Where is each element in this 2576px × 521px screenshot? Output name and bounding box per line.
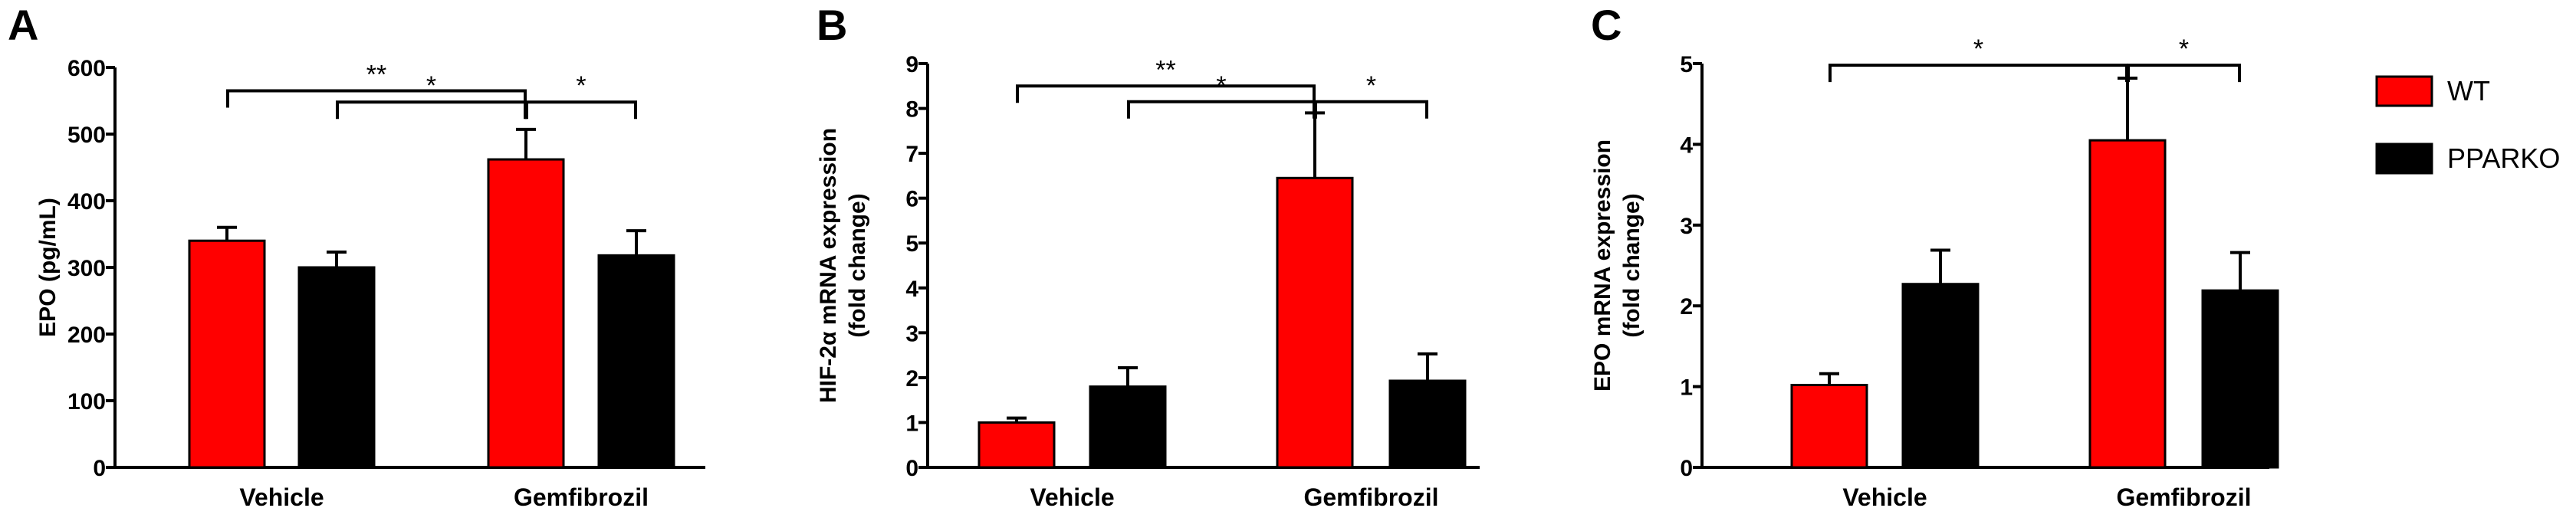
y-tick-label: 8 (905, 97, 918, 123)
bar-gemfibrozil-wt (487, 158, 565, 469)
x-category-label: Gemfibrozil (2116, 483, 2251, 511)
y-tick-label: 0 (905, 456, 918, 481)
y-tick-label: 7 (905, 142, 918, 167)
panel-a: A 0 100 200 300 400 500 600 EPO (pg/mL) Vehicle Ge… (8, 1, 705, 511)
y-tick-label: 2 (905, 366, 918, 392)
bar-gemfibrozil-pparko (2201, 289, 2279, 469)
y-tick-label: 2 (1680, 294, 1693, 319)
significance-bracket (1314, 100, 1428, 119)
significance-label: * (1366, 71, 1376, 100)
significance-bracket (525, 100, 637, 120)
significance-label: ** (1155, 55, 1175, 84)
bar-vehicle-wt (1790, 383, 1868, 469)
significance-bracket (1127, 100, 1316, 119)
bar-vehicle-wt (188, 239, 266, 469)
significance-label: * (426, 71, 436, 100)
y-tick-label: 9 (905, 52, 918, 77)
x-category-label: Gemfibrozil (1303, 483, 1438, 511)
bar-gemfibrozil-wt (1276, 176, 1354, 469)
y-tick-label: 0 (93, 456, 106, 481)
y-axis-title: EPO mRNA expression (1590, 139, 1615, 392)
x-category-label: Vehicle (1030, 483, 1114, 511)
significance-label: ** (366, 60, 386, 89)
y-tick-label: 1 (905, 411, 918, 436)
y-tick-label: 3 (905, 321, 918, 346)
y-tick-label: 200 (67, 323, 106, 348)
panel-letter: B (816, 1, 847, 49)
significance-label: * (1216, 71, 1226, 100)
significance-bracket (1829, 64, 2128, 83)
x-category-label: Vehicle (239, 483, 324, 511)
y-tick-label: 100 (67, 389, 106, 415)
legend-label-pparko: PPARKO (2447, 143, 2560, 174)
y-axis-title: EPO (pg/mL) (35, 198, 61, 337)
y-tick-label: 5 (905, 231, 918, 257)
bar-gemfibrozil-pparko (1388, 379, 1467, 469)
y-tick-label: 1 (1680, 375, 1693, 401)
y-tick-label: 600 (67, 56, 106, 81)
y-tick-label: 4 (1680, 133, 1693, 158)
panel-letter: C (1591, 1, 1622, 49)
significance-bracket (2127, 64, 2241, 83)
panel-b: B 0 1 2 3 4 5 6 7 8 9 HIF-2α mRNA expression (fold c… (816, 1, 1480, 511)
y-tick-label: 3 (1680, 214, 1693, 239)
y-tick-label: 6 (905, 187, 918, 212)
bar-vehicle-wt (978, 421, 1056, 469)
panel-c: C 0 1 2 3 4 5 EPO mRNA expression (fold change) V… (1590, 1, 2279, 511)
legend-swatch-pparko (2375, 143, 2433, 175)
bar-vehicle-pparko (1901, 283, 1980, 469)
significance-label: * (576, 71, 586, 100)
y-axis-title-line2: (fold change) (845, 193, 870, 337)
significance-bracket (336, 100, 527, 120)
y-tick-label: 300 (67, 256, 106, 281)
legend: WT PPARKO (2375, 75, 2560, 175)
panel-letter: A (8, 1, 38, 49)
y-tick-label: 400 (67, 189, 106, 215)
bar-vehicle-pparko (297, 266, 376, 469)
x-category-label: Vehicle (1842, 483, 1927, 511)
significance-bracket (1016, 84, 1316, 103)
y-tick-label: 4 (905, 277, 918, 302)
significance-label: * (2179, 34, 2189, 64)
y-tick-label: 500 (67, 123, 106, 148)
y-tick-label: 0 (1680, 456, 1693, 481)
y-tick-label: 5 (1680, 52, 1693, 77)
legend-swatch-wt (2375, 75, 2433, 107)
bar-gemfibrozil-wt (2088, 139, 2167, 469)
significance-label: * (1973, 34, 1983, 64)
significance-bracket (226, 89, 527, 108)
bar-gemfibrozil-pparko (597, 254, 675, 469)
y-axis-title: HIF-2α mRNA expression (816, 128, 841, 403)
bar-vehicle-pparko (1089, 385, 1167, 469)
legend-label-wt: WT (2447, 75, 2490, 106)
x-category-label: Gemfibrozil (514, 483, 649, 511)
y-axis-title-line2: (fold change) (1619, 193, 1644, 337)
